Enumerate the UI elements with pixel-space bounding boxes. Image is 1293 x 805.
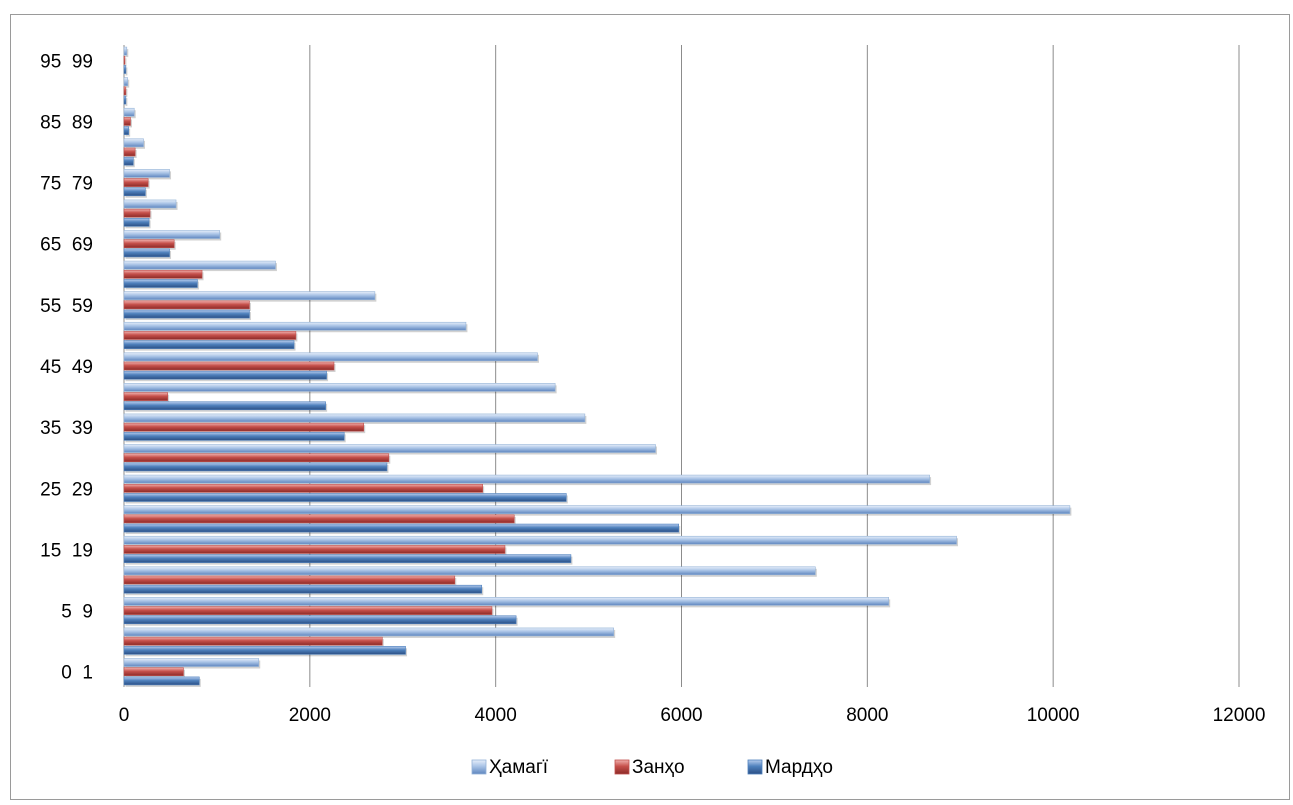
bar-Мардҳо-45-49 [123, 370, 329, 382]
bar-Мардҳо-30-34 [123, 462, 389, 473]
bar-Мардҳо-75-79 [123, 187, 147, 198]
bar-Ҳамагї-5-9 [123, 597, 891, 608]
legend-label: Ҳамагї [489, 757, 549, 778]
y-tick-label: 15 19 [40, 540, 93, 561]
legend-swatch [614, 759, 630, 775]
y-axis-tick-labels: 0 1 5 9 15 19 25 29 35 39 45 49 55 59 65 69 75 7… [40, 51, 93, 683]
bar-Ҳамагї-80-84 [123, 138, 146, 149]
bar-Ҳамагї-45-49 [123, 352, 539, 363]
y-tick-label: 35 39 [40, 418, 93, 439]
bar-Занҳо-90-94 [123, 86, 128, 97]
bar-Занҳо-50-54 [123, 331, 298, 342]
bar-Ҳамагї-95-99 [123, 46, 129, 58]
legend-swatch [471, 759, 487, 775]
x-tick-label: 6000 [660, 705, 702, 726]
bar-Занҳо-25-29 [123, 483, 485, 495]
bar-Мардҳо-1-4 [123, 646, 408, 657]
bar-Ҳамагї-15-19 [123, 535, 959, 547]
bar-Ҳамагї-60-64 [123, 260, 277, 272]
x-tick-label: 0 [119, 705, 130, 726]
bar-Ҳамагї-20-24 [123, 505, 1072, 516]
legend: Ҳамагї Занҳо Мардҳо [471, 757, 833, 778]
bar-Занҳо-10-14 [123, 575, 457, 586]
x-tick-label: 2000 [289, 705, 331, 726]
y-tick-label: 85 89 [40, 112, 93, 133]
x-axis-tick-labels: 0 2000 4000 6000 8000 10000 12000 [119, 705, 1266, 726]
bar-Занҳо-95-99 [123, 55, 127, 67]
bar-Ҳамагї-30-34 [123, 444, 657, 455]
bar-Ҳамагї-10-14 [123, 566, 817, 577]
bar-Ҳамагї-25-29 [123, 474, 932, 486]
bar-Мардҳо-95-99 [123, 65, 128, 76]
bar-Ҳамагї-1-4 [123, 627, 616, 638]
bar-Мардҳо-25-29 [123, 493, 568, 504]
x-tick-label: 10000 [1027, 705, 1080, 726]
legend-item-Занҳо: Занҳо [614, 757, 685, 778]
bar-Занҳо-60-64 [123, 269, 204, 281]
bar-Мардҳо-50-54 [123, 340, 296, 351]
bar-Ҳамагї-55-59 [123, 291, 377, 302]
bar-Мардҳо-35-39 [123, 432, 346, 443]
bar-Мардҳо-15-19 [123, 554, 573, 565]
legend-item-Мардҳо: Мардҳо [747, 757, 833, 778]
bar-Занҳо-45-49 [123, 361, 336, 372]
bar-Мардҳо-80-84 [123, 156, 135, 168]
x-tick-label: 12000 [1213, 705, 1266, 726]
bar-Мардҳо-10-14 [123, 584, 484, 596]
bar-Занҳо-80-84 [123, 147, 137, 158]
y-tick-label: 75 79 [40, 174, 93, 195]
bar-Мардҳо-0-1 [123, 676, 201, 687]
bar-Ҳамагї-75-79 [123, 169, 172, 180]
bar-Занҳо-55-59 [123, 300, 251, 311]
bars [123, 46, 1072, 687]
legend-swatch [747, 759, 763, 775]
bar-Занҳо-40-44 [123, 392, 170, 403]
bar-Ҳамагї-65-69 [123, 230, 222, 241]
y-tick-label: 65 69 [40, 235, 93, 256]
bar-Мардҳо-70-74 [123, 218, 151, 229]
y-tick-label: 25 29 [40, 479, 93, 500]
y-tick-label: 0 1 [61, 663, 93, 684]
y-tick-label: 45 49 [40, 357, 93, 378]
bar-Ҳамагї-90-94 [123, 77, 130, 88]
bar-Занҳо-75-79 [123, 178, 150, 189]
bar-Занҳо-35-39 [123, 422, 366, 434]
y-tick-label: 95 99 [40, 51, 93, 72]
bar-Мардҳо-5-9 [123, 615, 518, 626]
bar-Занҳо-5-9 [123, 606, 494, 617]
bar-Мардҳо-60-64 [123, 279, 199, 290]
bar-Мардҳо-40-44 [123, 401, 328, 412]
x-tick-label: 4000 [475, 705, 517, 726]
bar-Занҳо-20-24 [123, 514, 516, 525]
population-bar-chart: 0 2000 4000 6000 8000 10000 12000 0 1 5 9 15 19 2… [40, 45, 1266, 778]
bar-Ҳамагї-50-54 [123, 321, 468, 333]
bar-Занҳо-85-89 [123, 117, 133, 128]
bar-Мардҳо-55-59 [123, 309, 251, 321]
chart-container: 0 2000 4000 6000 8000 10000 12000 0 1 5 9 15 19 2… [10, 14, 1290, 800]
legend-label: Мардҳо [765, 757, 833, 778]
legend-label: Занҳо [632, 757, 685, 778]
bar-Ҳамагї-40-44 [123, 383, 557, 394]
bar-Ҳамагї-70-74 [123, 199, 178, 210]
bar-Мардҳо-20-24 [123, 523, 681, 535]
bar-Занҳо-30-34 [123, 453, 391, 464]
bar-Занҳо-0-1 [123, 667, 185, 678]
bar-Ҳамагї-35-39 [123, 413, 587, 424]
bar-Занҳо-1-4 [123, 636, 384, 648]
bar-Занҳо-65-69 [123, 239, 176, 250]
grid-lines [123, 45, 1240, 687]
bar-Ҳамагї-0-1 [123, 658, 261, 669]
legend-item-Ҳамагї: Ҳамагї [471, 757, 549, 778]
y-tick-label: 5 9 [61, 602, 93, 623]
bar-Мардҳо-90-94 [123, 95, 128, 107]
bar-Занҳо-15-19 [123, 545, 507, 556]
bar-Мардҳо-65-69 [123, 248, 172, 259]
bar-Занҳо-70-74 [123, 208, 152, 220]
x-tick-label: 8000 [846, 705, 888, 726]
y-tick-label: 55 59 [40, 296, 93, 317]
bar-Мардҳо-85-89 [123, 126, 131, 137]
bar-Ҳамагї-85-89 [123, 107, 136, 119]
